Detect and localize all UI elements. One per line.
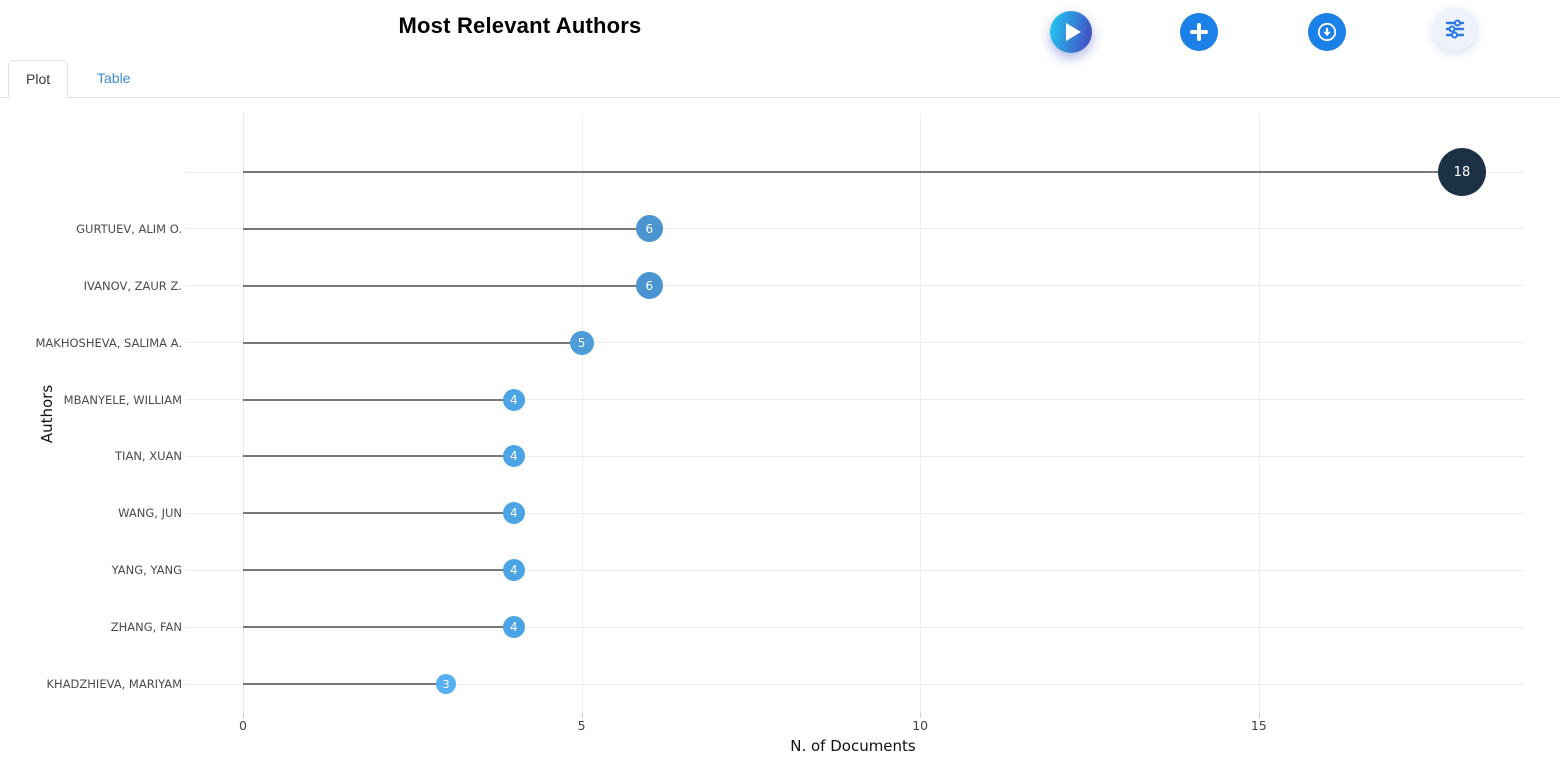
row-gridline <box>186 455 1525 457</box>
author-label: ZHANG, FAN <box>110 620 182 635</box>
y-axis-line <box>243 113 244 712</box>
page-title: Most Relevant Authors <box>398 13 642 38</box>
add-button[interactable] <box>1180 13 1218 51</box>
author-label: MBANYELE, WILLIAM <box>63 392 182 407</box>
row-gridline <box>186 626 1525 628</box>
author-label: WANG, JUN <box>118 506 182 521</box>
arrow-down-circle-icon <box>1317 22 1337 42</box>
run-button[interactable] <box>1050 11 1092 53</box>
x-tick-mark <box>1258 712 1260 718</box>
data-point-bubble[interactable]: 3 <box>436 674 457 694</box>
x-tick-mark <box>581 712 583 718</box>
row-gridline <box>186 342 1525 344</box>
lollipop-stem <box>243 512 514 515</box>
play-icon <box>1066 23 1081 41</box>
author-label: MAKHOSHEVA, SALIMA A. <box>35 335 183 350</box>
row-gridline <box>186 683 1525 685</box>
author-label: TIAN, XUAN <box>115 449 182 464</box>
row-gridline <box>186 399 1525 401</box>
data-point-bubble[interactable]: 4 <box>502 616 525 639</box>
author-label <box>0 165 182 179</box>
x-tick-label: 15 <box>1250 718 1267 733</box>
options-button[interactable] <box>1433 7 1477 51</box>
data-point-bubble[interactable]: 4 <box>502 502 525 525</box>
lollipop-stem <box>243 683 447 685</box>
x-tick-label: 10 <box>912 718 929 733</box>
author-label: KHADZHIEVA, MARIYAM <box>46 677 183 691</box>
author-label: IVANOV, ZAUR Z. <box>83 278 182 293</box>
sliders-icon <box>1445 19 1465 39</box>
data-point-bubble[interactable]: 4 <box>502 388 525 411</box>
author-label: YANG, YANG <box>111 563 182 578</box>
row-gridline <box>186 512 1525 514</box>
plus-icon <box>1190 23 1208 41</box>
x-gridline <box>920 113 922 712</box>
lollipop-stem <box>243 626 514 629</box>
data-point-bubble[interactable]: 6 <box>635 215 663 243</box>
data-point-bubble[interactable]: 4 <box>502 445 525 468</box>
lollipop-stem <box>243 227 650 230</box>
x-axis-title: N. of Documents <box>790 737 916 755</box>
x-gridline <box>581 113 583 712</box>
row-gridline <box>186 285 1525 287</box>
x-gridline <box>1258 113 1260 712</box>
tab-table[interactable]: Table <box>97 70 131 86</box>
x-tick-mark <box>243 712 244 718</box>
x-tick-label: 5 <box>577 718 586 733</box>
lollipop-stem <box>243 569 514 572</box>
lollipop-chart: N. of Documents Authors 0 5 10 15 18 GURTUEV,… <box>0 97 1560 759</box>
x-tick-mark <box>920 712 922 718</box>
author-label: GURTUEV, ALIM O. <box>76 221 182 236</box>
tab-plot[interactable]: Plot <box>8 60 69 98</box>
download-button[interactable] <box>1308 13 1346 51</box>
lollipop-stem <box>243 284 650 287</box>
tab-bar: Plot Table <box>0 60 1560 98</box>
data-point-bubble[interactable]: 6 <box>635 272 663 300</box>
data-point-bubble[interactable]: 5 <box>569 330 594 355</box>
x-tick-label: 0 <box>239 718 247 733</box>
lollipop-stem <box>243 398 514 401</box>
lollipop-stem <box>243 171 1462 173</box>
lollipop-stem <box>243 455 514 458</box>
row-gridline <box>186 228 1525 230</box>
lollipop-stem <box>243 341 582 344</box>
data-point-bubble[interactable]: 4 <box>502 559 525 582</box>
row-gridline <box>186 569 1525 571</box>
data-point-bubble[interactable]: 18 <box>1437 148 1486 196</box>
